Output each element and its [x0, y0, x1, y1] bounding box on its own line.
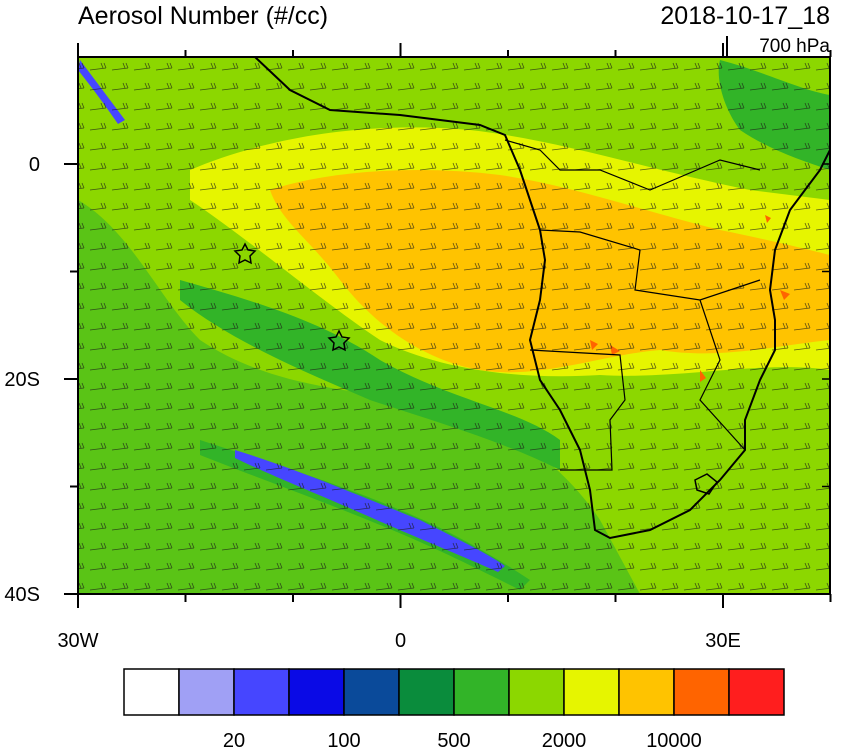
lesotho: [694, 473, 719, 495]
colorbar-box: [618, 668, 675, 716]
colorbar-box: [728, 668, 785, 716]
plot-frame: [77, 56, 831, 595]
colorbar-box: [123, 668, 180, 716]
colorbar-box: [673, 668, 730, 716]
colorbar: 20 100 500 2000 10000: [123, 668, 785, 750]
lon-label: 0: [395, 630, 406, 652]
borders: [504, 139, 761, 471]
colorbar-box: [563, 668, 620, 716]
colorbar-box: [508, 668, 565, 716]
axes: 0 20S 40S 30W 0 30E: [4, 43, 832, 652]
lat-label: 40S: [4, 584, 40, 606]
lon-label: 30E: [705, 630, 741, 652]
station-star: [233, 242, 351, 352]
colorbar-box: [453, 668, 510, 716]
wind-barbs: [78, 57, 830, 594]
coastline: [254, 57, 830, 540]
title: Aerosol Number (#/cc): [78, 2, 328, 30]
colorbar-box: [178, 668, 235, 716]
level: 700 hPa: [759, 36, 830, 57]
date: 2018-10-17_18: [660, 2, 830, 30]
lon-label: 30W: [57, 630, 98, 652]
map-field: [78, 57, 830, 594]
colorbar-label: 100: [327, 730, 360, 750]
lat-label: 20S: [4, 369, 40, 391]
colorbar-box: [288, 668, 345, 716]
colorbar-box: [343, 668, 400, 716]
colorbar-box: [398, 668, 455, 716]
colorbar-label: 10000: [646, 730, 702, 750]
colorbar-label: 20: [223, 730, 245, 750]
colorbar-box: [233, 668, 290, 716]
colorbar-label: 2000: [542, 730, 587, 750]
lat-label: 0: [29, 154, 40, 176]
colorbar-label: 500: [437, 730, 470, 750]
